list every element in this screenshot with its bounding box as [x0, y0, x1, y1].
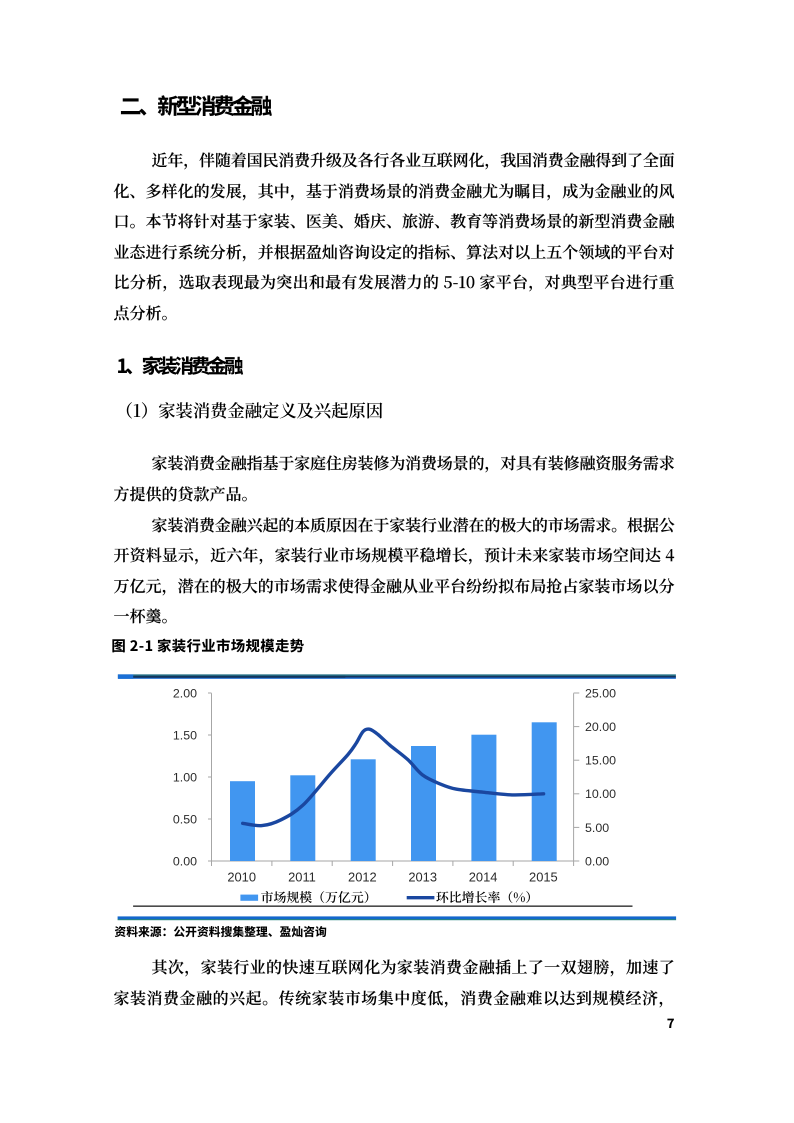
svg-text:5.00: 5.00	[585, 821, 609, 835]
svg-text:2015: 2015	[529, 870, 558, 885]
svg-text:2011: 2011	[288, 870, 316, 885]
svg-text:25.00: 25.00	[585, 686, 616, 700]
svg-text:0.50: 0.50	[173, 812, 197, 826]
svg-text:0.00: 0.00	[173, 854, 197, 868]
svg-text:0.00: 0.00	[585, 854, 609, 868]
svg-text:10.00: 10.00	[585, 787, 616, 801]
svg-text:15.00: 15.00	[585, 754, 616, 768]
svg-text:1.50: 1.50	[173, 728, 197, 742]
svg-text:2.00: 2.00	[173, 686, 197, 700]
svg-text:环比增长率（%）: 环比增长率（%）	[436, 887, 538, 906]
svg-text:20.00: 20.00	[585, 720, 616, 734]
svg-text:2010: 2010	[227, 870, 256, 885]
svg-text:1.00: 1.00	[173, 770, 197, 784]
svg-text:市场规模（万亿元）: 市场规模（万亿元）	[261, 887, 377, 906]
svg-text:2014: 2014	[469, 870, 498, 885]
svg-text:2013: 2013	[408, 870, 437, 885]
svg-text:2012: 2012	[348, 870, 377, 885]
